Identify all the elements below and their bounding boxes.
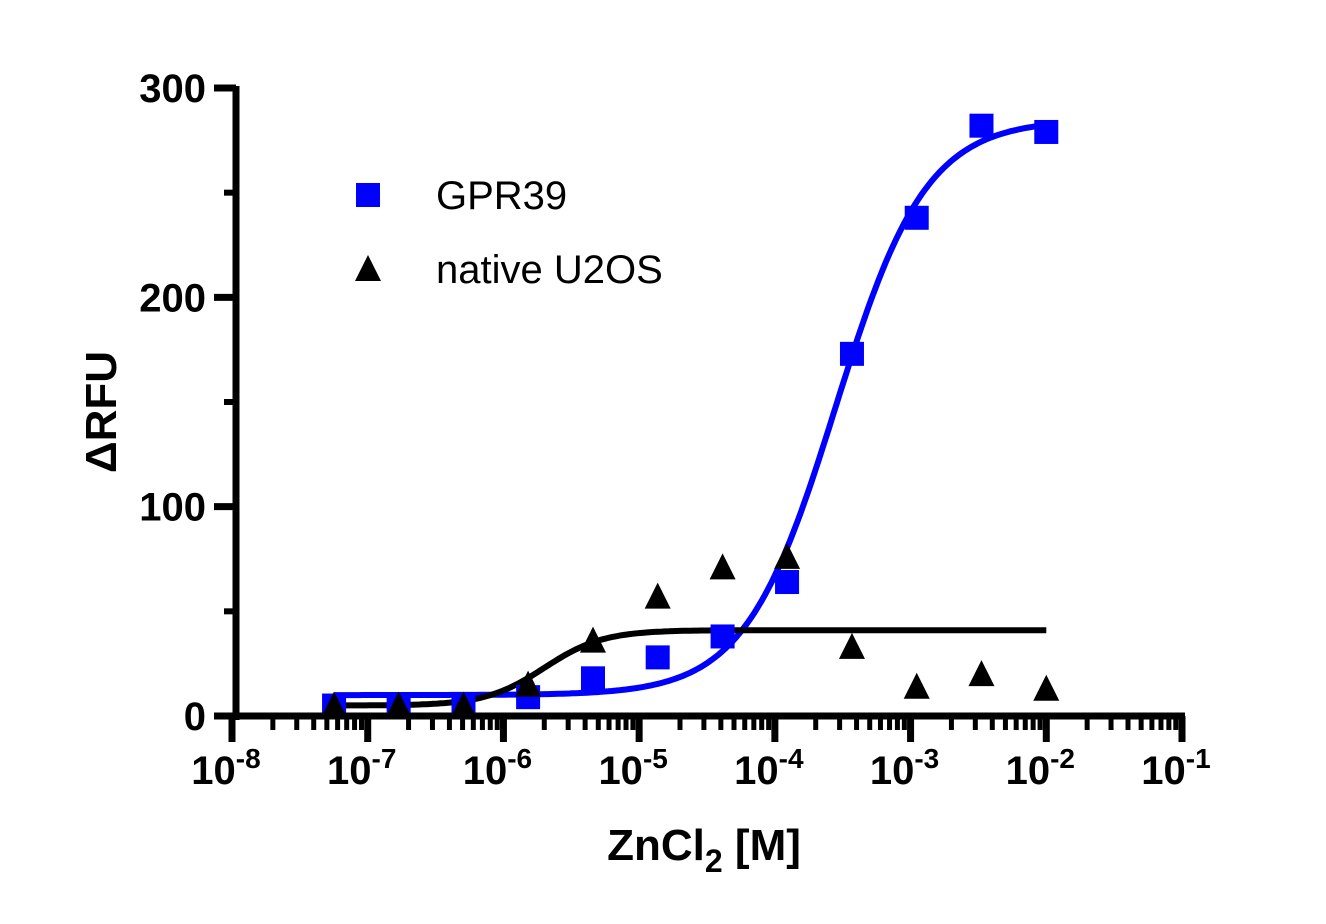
x-tick-label: 10-2 xyxy=(1006,743,1075,793)
x-tick-label: 10-6 xyxy=(463,743,532,793)
native-u2os-point xyxy=(644,582,671,609)
gpr39-point xyxy=(775,570,800,595)
y-axis-label: ΔRFU xyxy=(77,351,126,473)
data-points xyxy=(321,113,1060,718)
legend-label-gpr39: GPR39 xyxy=(436,174,567,218)
native-u2os-point xyxy=(774,542,801,569)
native-u2os-point xyxy=(709,553,736,580)
y-tick-label: 200 xyxy=(139,276,206,320)
legend-triangle-marker xyxy=(355,255,381,281)
native-u2os-point xyxy=(450,691,477,718)
legend-square-marker xyxy=(356,183,380,207)
legend-label-native-u2os: native U2OS xyxy=(436,248,663,292)
gpr39-point xyxy=(580,666,605,691)
native-u2os-point xyxy=(903,672,930,699)
legend: GPR39 native U2OS xyxy=(355,174,663,292)
y-tick-label: 300 xyxy=(139,67,206,111)
x-tick-label: 10-5 xyxy=(598,743,667,793)
x-tick-label: 10-8 xyxy=(191,743,260,793)
x-tick-label: 10-7 xyxy=(327,743,396,793)
x-tick-label: 10-1 xyxy=(1141,743,1210,793)
gpr39-point xyxy=(969,113,994,138)
gpr39-point xyxy=(710,624,735,649)
native-u2os-point xyxy=(385,691,412,718)
native-u2os-point xyxy=(515,670,542,697)
gpr39-point xyxy=(839,341,864,366)
gpr39-point xyxy=(1034,119,1059,144)
x-axis-label: ZnCl2 [M] xyxy=(607,821,801,879)
native-u2os-point xyxy=(321,691,348,718)
native-u2os-point xyxy=(968,660,995,687)
native-u2os-point xyxy=(838,632,865,659)
gpr39-point xyxy=(645,645,670,670)
x-tick-label: 10-3 xyxy=(870,743,939,793)
axes xyxy=(214,84,1186,742)
y-tick-label: 100 xyxy=(139,486,206,530)
native-u2os-point xyxy=(579,626,606,653)
x-tick-label: 10-4 xyxy=(734,743,804,793)
y-tick-label: 0 xyxy=(184,695,206,739)
native-u2os-point xyxy=(1033,674,1060,701)
tick-labels: 0 100 200 300 10-8 10-7 10-6 10-5 10-4 10-3 10-2 10… xyxy=(139,67,1210,793)
gpr39-point xyxy=(904,205,929,230)
